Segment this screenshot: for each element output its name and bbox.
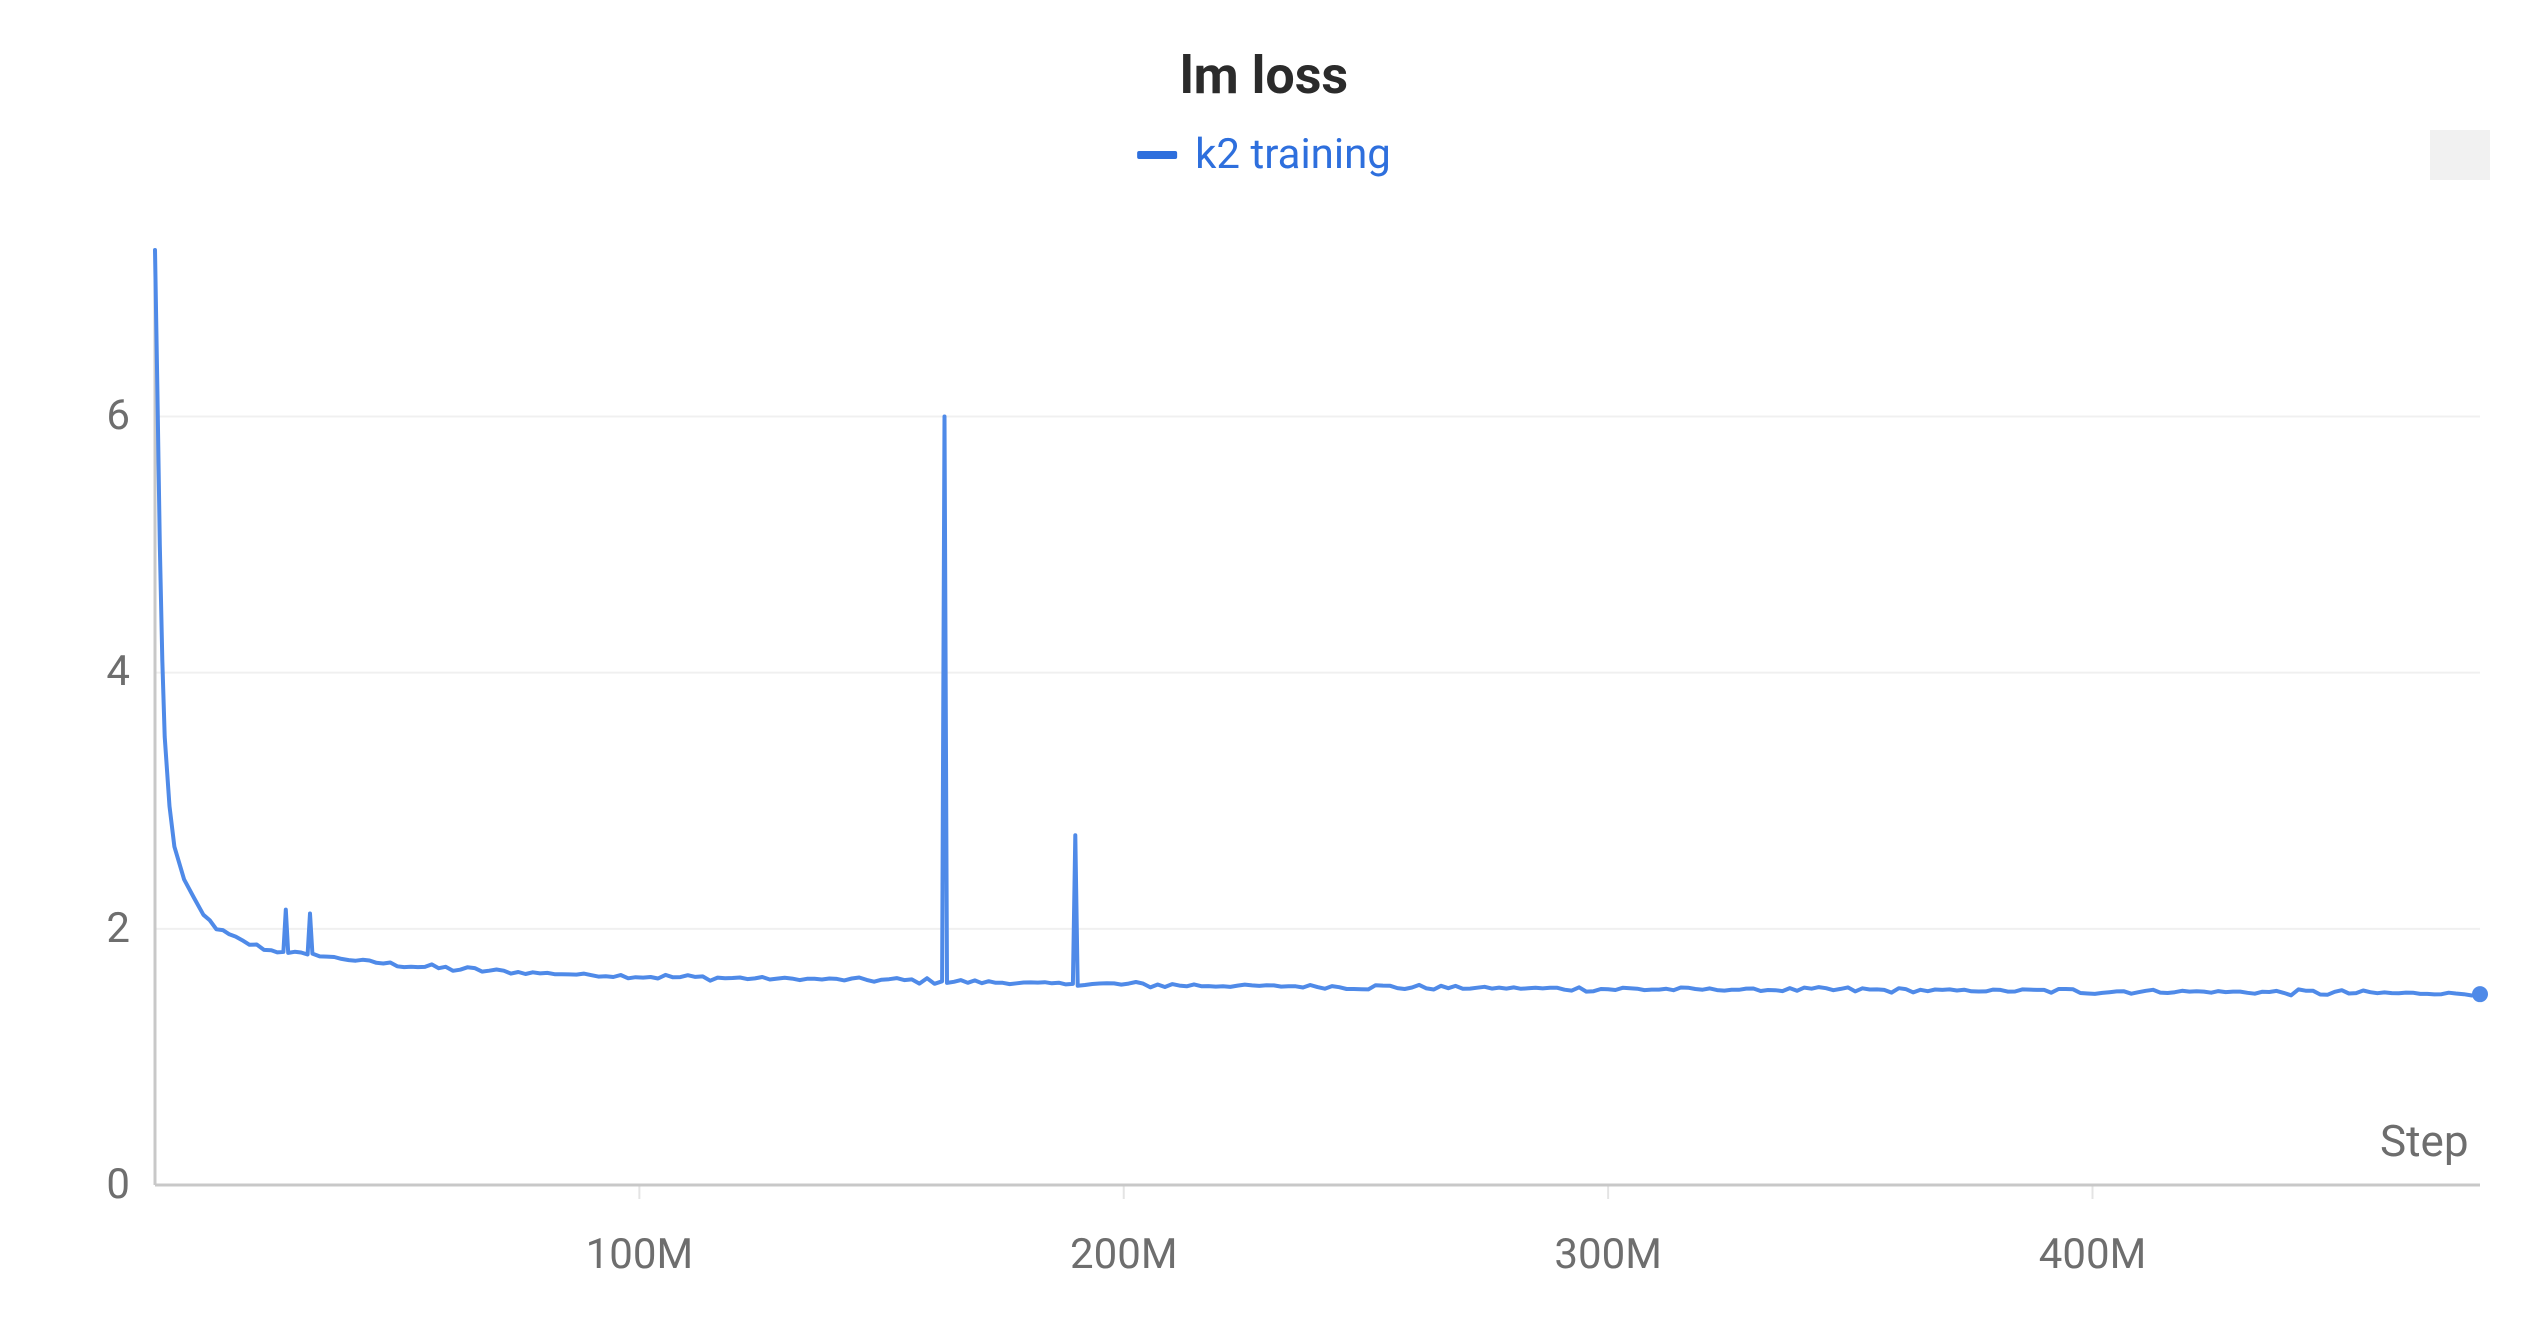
- x-tick-label: 100M: [569, 1230, 709, 1279]
- chart-plot-svg: [0, 0, 2528, 1328]
- x-axis-title: Step: [2380, 1115, 2469, 1167]
- y-tick-label: 4: [60, 647, 130, 696]
- y-tick-label: 0: [60, 1160, 130, 1209]
- y-tick-label: 2: [60, 904, 130, 953]
- x-tick-label: 300M: [1538, 1230, 1678, 1279]
- x-tick-label: 200M: [1054, 1230, 1194, 1279]
- y-tick-label: 6: [60, 391, 130, 440]
- chart-container: lm loss k2 training Step 0246100M200M300…: [0, 0, 2528, 1328]
- x-tick-label: 400M: [2023, 1230, 2163, 1279]
